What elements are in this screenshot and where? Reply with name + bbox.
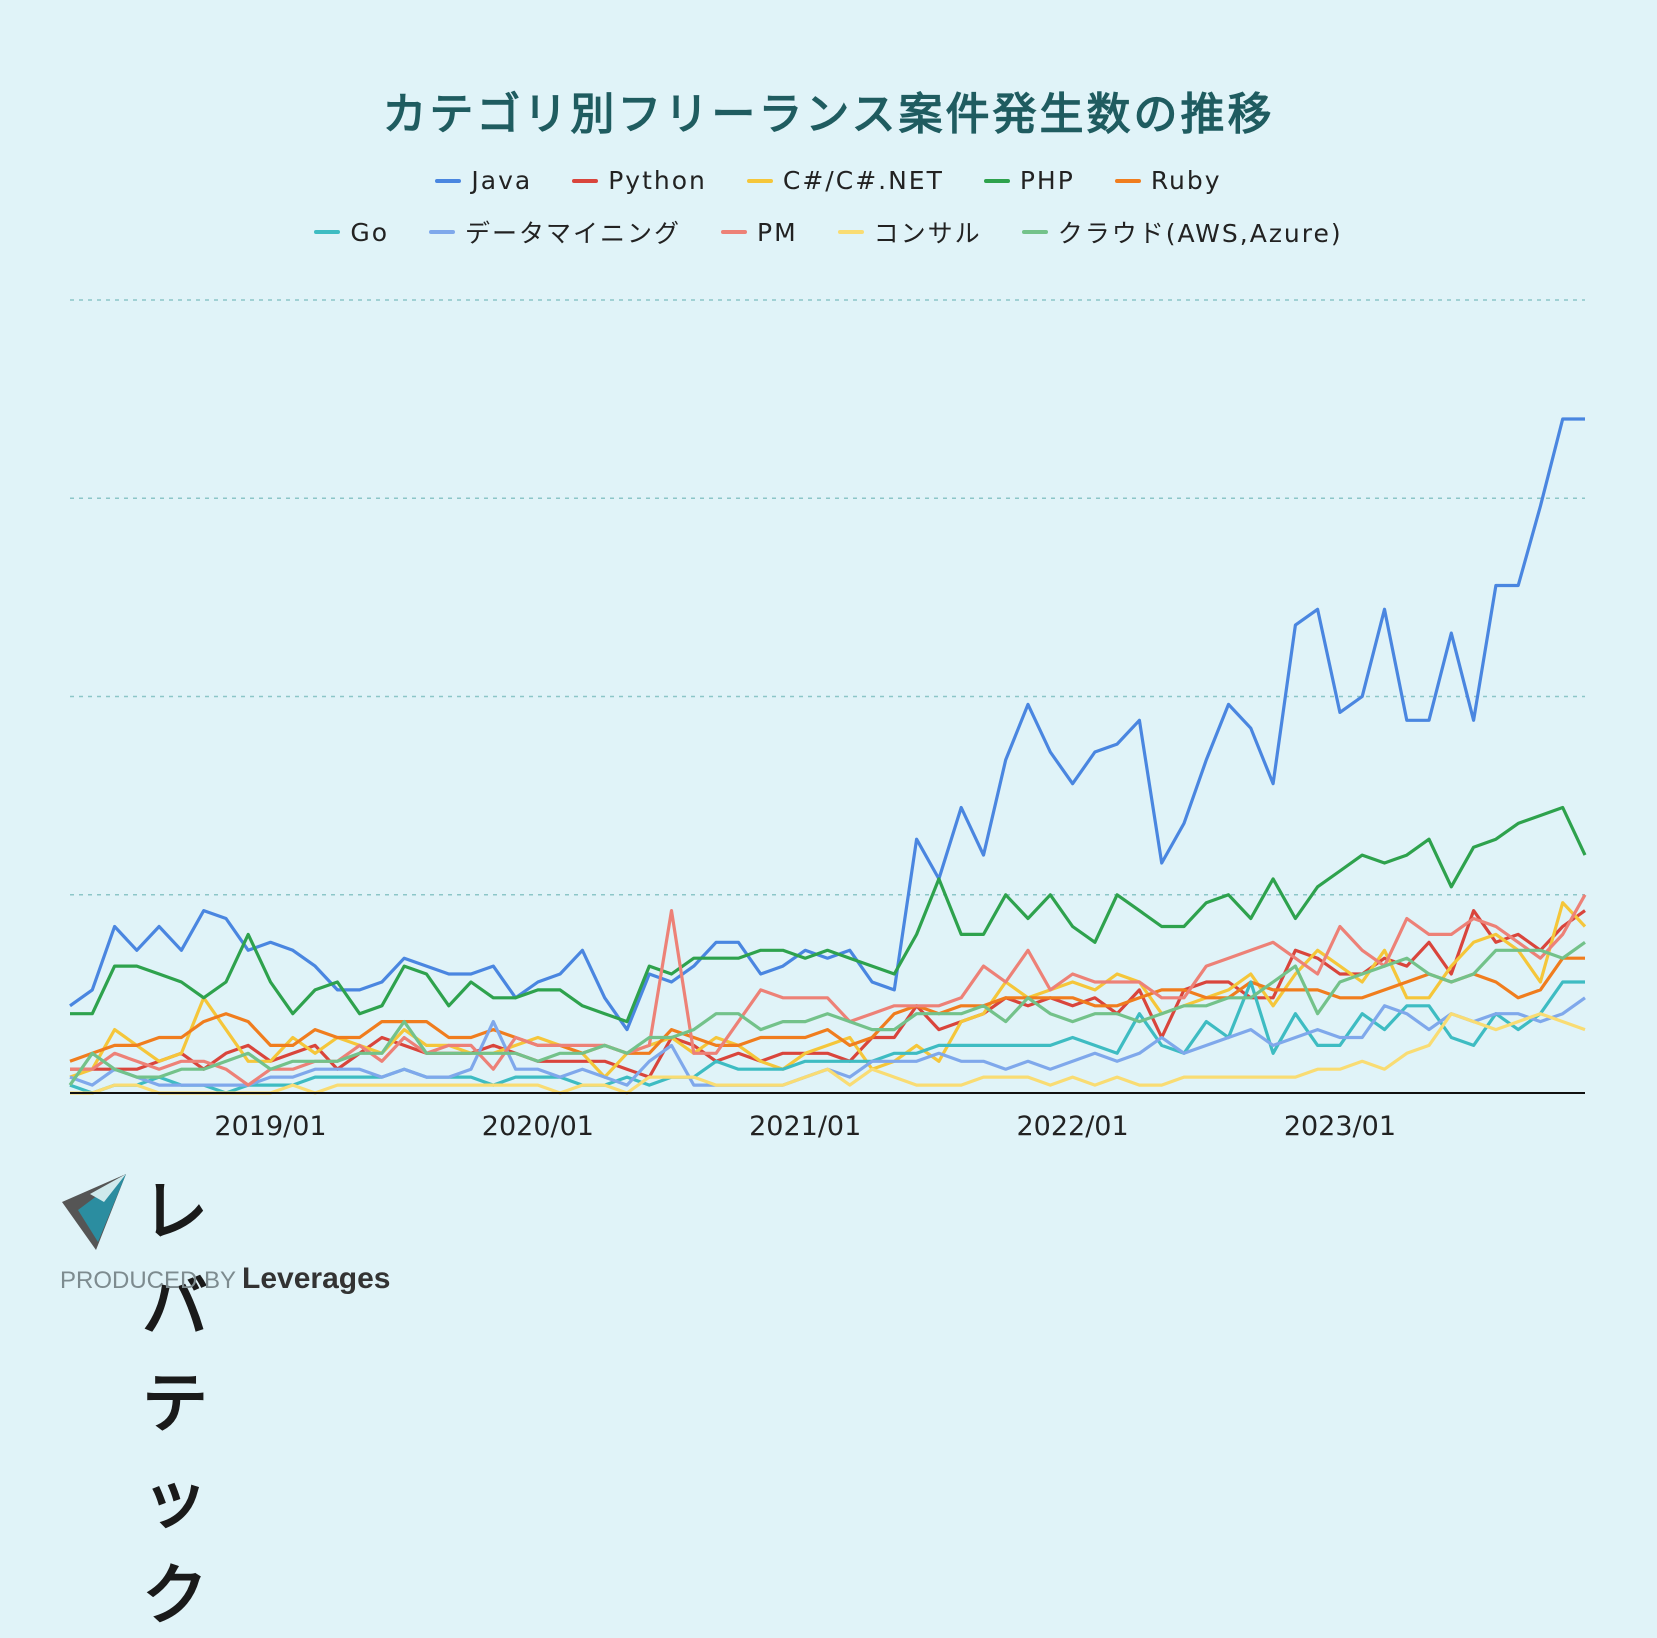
line-chart: 2019/01 2020/01 2021/01 2022/01 2023/01 bbox=[68, 299, 1587, 1142]
series-line bbox=[69, 417, 1585, 1032]
legend-label: C#/C#.NET bbox=[782, 166, 944, 195]
series-line bbox=[69, 901, 1587, 1079]
legend-label: データマイニング bbox=[465, 219, 682, 248]
series-line bbox=[70, 908, 1586, 1079]
legend-item: Ruby bbox=[1114, 166, 1222, 195]
series-line bbox=[70, 894, 1587, 1087]
legend-swatch bbox=[983, 178, 1010, 183]
x-tick-label: 2021/01 bbox=[749, 1111, 861, 1142]
legend-swatch bbox=[721, 230, 748, 234]
legend-item: C#/C#.NET bbox=[746, 166, 944, 195]
legend-swatch bbox=[314, 230, 341, 234]
legend-item: Python bbox=[572, 166, 707, 195]
legend-item: データマイニング bbox=[429, 214, 681, 250]
legend-item: クラウド(AWS,Azure) bbox=[1021, 214, 1343, 250]
legend-label: Go bbox=[350, 217, 389, 247]
legend-label: PM bbox=[757, 217, 798, 247]
leverages-logo: レバテック bbox=[60, 1172, 208, 1634]
x-tick-label: 2022/01 bbox=[1016, 1111, 1128, 1142]
legend-swatch bbox=[429, 230, 455, 234]
x-tick-label: 2020/01 bbox=[482, 1111, 594, 1142]
brand-name: レバテック bbox=[142, 1173, 208, 1634]
x-tick-labels: 2019/01 2020/01 2021/01 2022/01 2023/01 bbox=[214, 1111, 1396, 1142]
x-tick-label: 2019/01 bbox=[214, 1111, 326, 1142]
legend-label: コンサル bbox=[873, 219, 982, 248]
legend-label: Java bbox=[471, 166, 533, 195]
legend-swatch bbox=[1114, 178, 1141, 183]
legend-item: Java bbox=[435, 166, 532, 195]
chart-title: カテゴリ別フリーランス案件発生数の推移 bbox=[382, 89, 1275, 140]
produced-by-label: PRODUCED BY bbox=[60, 1267, 237, 1294]
company-name: Leverages bbox=[242, 1262, 391, 1295]
legend-item: PHP bbox=[983, 166, 1075, 195]
legend-label: Ruby bbox=[1150, 166, 1222, 195]
series-line bbox=[70, 1012, 1586, 1095]
legend-swatch bbox=[1021, 230, 1048, 234]
series-lines bbox=[68, 417, 1587, 1095]
gridlines bbox=[70, 299, 1585, 896]
x-tick-label: 2023/01 bbox=[1284, 1111, 1396, 1142]
produced-by: PRODUCED BY Leverages bbox=[60, 1262, 390, 1296]
legend-swatch bbox=[435, 178, 462, 183]
legend-swatch bbox=[572, 178, 599, 183]
legend-item: Go bbox=[314, 218, 389, 247]
legend-swatch bbox=[837, 230, 864, 234]
logo-mark-icon bbox=[62, 1174, 126, 1250]
legend-swatch bbox=[746, 178, 773, 183]
legend-label: クラウド(AWS,Azure) bbox=[1057, 219, 1343, 248]
legend-label: PHP bbox=[1019, 166, 1075, 195]
series-line bbox=[68, 940, 1586, 1087]
legend-row-2: Go データマイニング PM コンサル クラウド(AWS,Azure) bbox=[0, 214, 1657, 250]
series-line bbox=[70, 805, 1587, 1024]
legend-item: PM bbox=[721, 218, 798, 247]
legend-row-1: Java Python C#/C#.NET PHP Ruby bbox=[0, 166, 1657, 195]
legend-label: Python bbox=[608, 166, 707, 195]
legend-item: コンサル bbox=[837, 214, 982, 250]
series-line bbox=[69, 980, 1585, 1095]
